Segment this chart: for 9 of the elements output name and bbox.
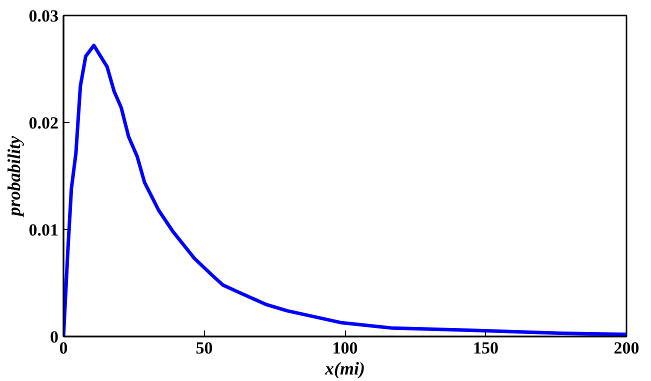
x-tick-label: 200 — [614, 338, 640, 358]
y-axis-title: probability — [4, 134, 24, 218]
y-tick-label: 0.01 — [28, 220, 58, 240]
y-tick-label: 0.03 — [28, 6, 58, 26]
x-tick-label: 50 — [196, 338, 213, 358]
x-tick-label: 100 — [332, 338, 358, 358]
y-tick-label: 0.02 — [28, 114, 58, 132]
x-tick-label: 150 — [473, 338, 498, 358]
x-axis-title: x(mi) — [324, 358, 366, 378]
